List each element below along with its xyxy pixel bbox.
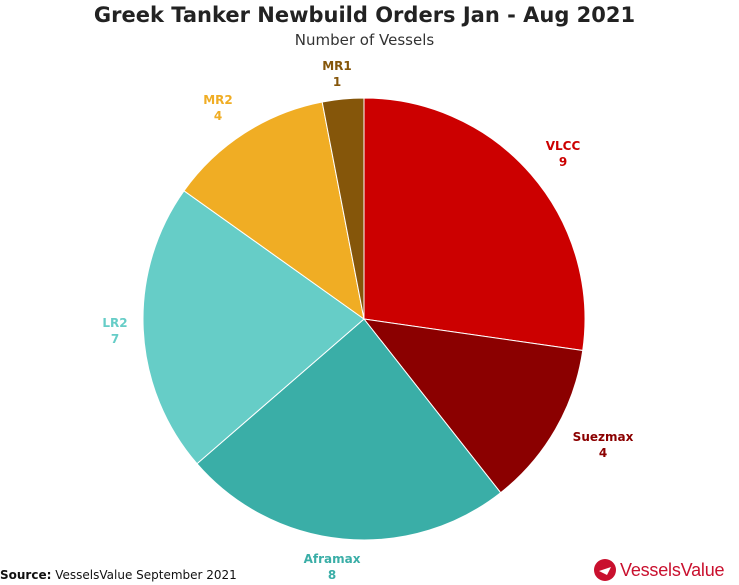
slice-label-vlcc: VLCC <box>546 139 581 153</box>
vesselsvalue-logo[interactable]: VesselsValue <box>594 558 725 582</box>
slice-value-suezmax: 4 <box>599 446 607 460</box>
chart-subtitle: Number of Vessels <box>294 31 435 49</box>
pie-slice-mr1 <box>321 97 365 320</box>
slice-label-suezmax: Suezmax <box>573 430 634 444</box>
slice-value-mr1: 1 <box>333 75 341 89</box>
slice-label-mr1: MR1 <box>322 59 352 73</box>
pie-slice-aframax <box>196 318 502 541</box>
slice-value-vlcc: 9 <box>559 155 567 169</box>
slice-label-mr2: MR2 <box>203 93 233 107</box>
source-note: Source: VesselsValue September 2021 <box>0 568 237 582</box>
slice-value-mr2: 4 <box>214 109 222 123</box>
pie-slice-lr2 <box>142 190 365 465</box>
source-text: VesselsValue September 2021 <box>55 568 237 582</box>
pie-slice-mr2 <box>183 101 365 321</box>
slice-label-lr2: LR2 <box>102 316 127 330</box>
logo-text: VesselsValue <box>620 559 725 580</box>
pie-slice-suezmax <box>362 318 584 494</box>
slice-value-aframax: 8 <box>328 568 336 582</box>
chart-title: Greek Tanker Newbuild Orders Jan - Aug 2… <box>93 3 636 27</box>
slice-label-aframax: Aframax <box>304 552 361 566</box>
slice-value-lr2: 7 <box>111 332 119 346</box>
ship-icon <box>594 559 616 581</box>
source-label: Source: <box>0 568 52 582</box>
pie-slice-vlcc <box>363 97 586 352</box>
